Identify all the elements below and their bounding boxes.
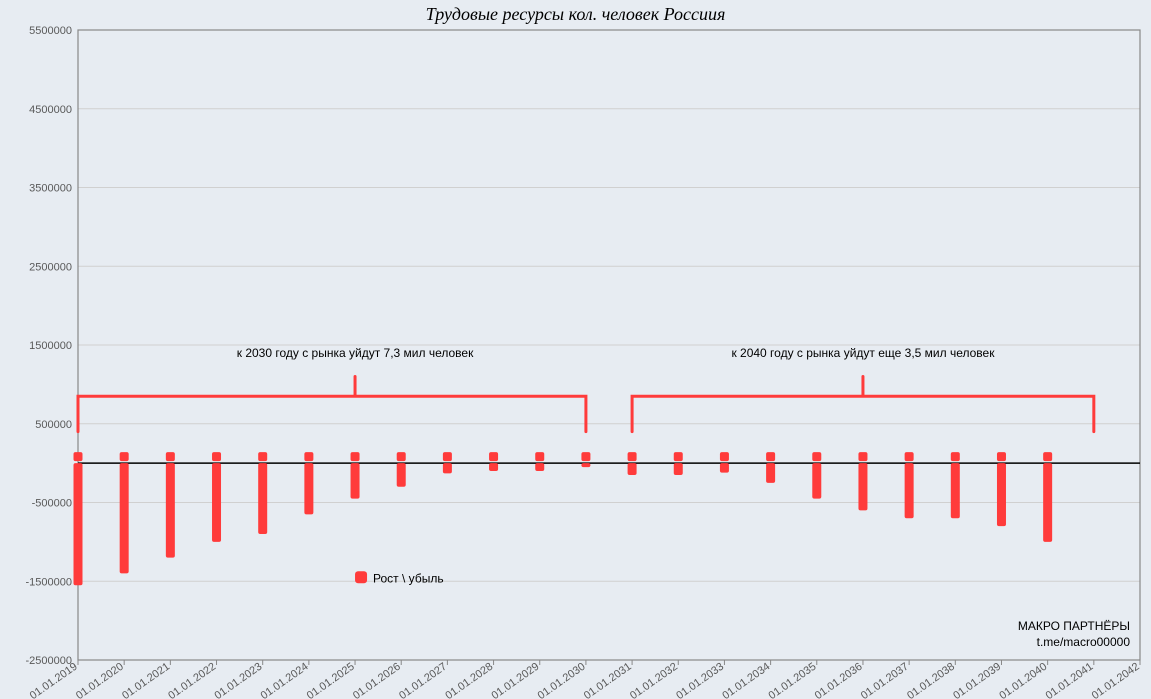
y-tick-label: -1500000 [26, 576, 73, 588]
bar [674, 463, 683, 475]
bar-marker [74, 452, 83, 461]
y-tick-label: 1500000 [29, 340, 72, 352]
bar-marker [397, 452, 406, 461]
bar-marker [166, 452, 175, 461]
bar [351, 463, 360, 498]
bar-marker [951, 452, 960, 461]
bar-marker [212, 452, 221, 461]
bar [304, 463, 313, 514]
y-tick-label: 2500000 [29, 261, 72, 273]
annotation-text: к 2030 году с рынка уйдут 7,3 мил челове… [237, 346, 474, 360]
bar-marker [766, 452, 775, 461]
bar-marker [674, 452, 683, 461]
bar-marker [443, 452, 452, 461]
bar [443, 463, 452, 473]
bar [812, 463, 821, 498]
bar [166, 463, 175, 558]
bar [951, 463, 960, 518]
bar [397, 463, 406, 487]
bar [997, 463, 1006, 526]
bar-marker [304, 452, 313, 461]
bar [120, 463, 129, 573]
y-tick-label: 500000 [35, 419, 72, 431]
bar-marker [905, 452, 914, 461]
bar [258, 463, 267, 534]
bar [720, 463, 729, 472]
bar [535, 463, 544, 471]
bar [628, 463, 637, 475]
y-tick-label: 5500000 [29, 25, 72, 37]
legend-marker [355, 571, 367, 583]
bar [905, 463, 914, 518]
credit-line1: МАКРО ПАРТНЁРЫ [1018, 619, 1130, 633]
bar-marker [258, 452, 267, 461]
y-tick-label: 4500000 [29, 104, 72, 116]
chart-container: Трудовые ресурсы кол. человек Россиия-25… [0, 0, 1151, 699]
bar [212, 463, 221, 542]
bar [766, 463, 775, 483]
legend-label: Рост \ убыль [373, 571, 444, 585]
bar-marker [120, 452, 129, 461]
bar [1043, 463, 1052, 542]
bar-marker [858, 452, 867, 461]
bar-marker [628, 452, 637, 461]
bar-marker [720, 452, 729, 461]
bar-marker [489, 452, 498, 461]
bar [74, 463, 83, 585]
bar [581, 463, 590, 467]
y-tick-label: 3500000 [29, 183, 72, 195]
bar-marker [1043, 452, 1052, 461]
bar-marker [351, 452, 360, 461]
bar [489, 463, 498, 471]
chart-svg: Трудовые ресурсы кол. человек Россиия-25… [0, 0, 1151, 699]
annotation-text: к 2040 году с рынка уйдут еще 3,5 мил че… [731, 346, 995, 360]
bar-marker [812, 452, 821, 461]
bar-marker [535, 452, 544, 461]
bar-marker [581, 452, 590, 461]
y-tick-label: -500000 [32, 498, 72, 510]
bar [858, 463, 867, 510]
credit-line2: t.me/macro00000 [1037, 635, 1131, 649]
bar-marker [997, 452, 1006, 461]
chart-title: Трудовые ресурсы кол. человек Россиия [426, 4, 726, 24]
